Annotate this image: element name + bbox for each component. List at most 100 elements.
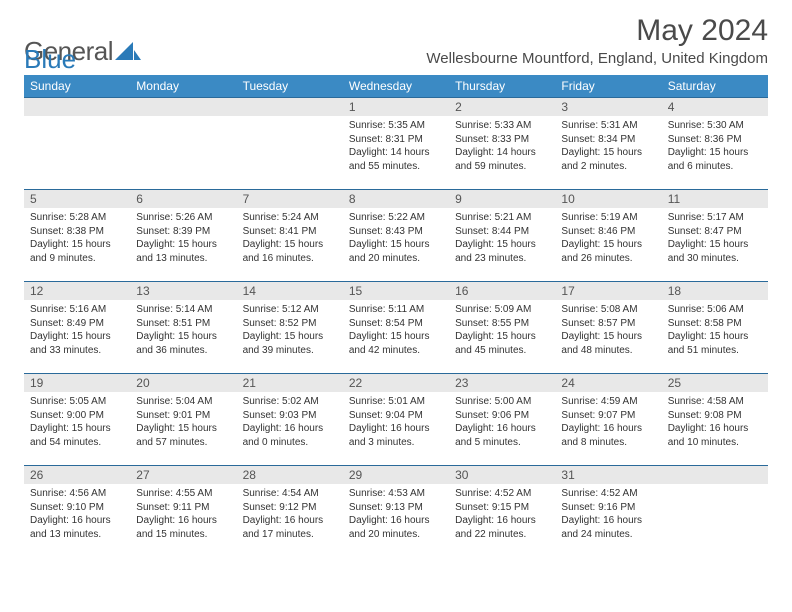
calendar-day-cell: 10Sunrise: 5:19 AMSunset: 8:46 PMDayligh…	[555, 190, 661, 282]
day-details	[130, 116, 236, 123]
calendar-day-cell: 9Sunrise: 5:21 AMSunset: 8:44 PMDaylight…	[449, 190, 555, 282]
day-number	[237, 98, 343, 116]
day-details: Sunrise: 5:35 AMSunset: 8:31 PMDaylight:…	[343, 116, 449, 177]
calendar-week-row: 19Sunrise: 5:05 AMSunset: 9:00 PMDayligh…	[24, 374, 768, 466]
calendar-day-cell: 24Sunrise: 4:59 AMSunset: 9:07 PMDayligh…	[555, 374, 661, 466]
day-number: 31	[555, 466, 661, 484]
day-details: Sunrise: 5:09 AMSunset: 8:55 PMDaylight:…	[449, 300, 555, 361]
day-details: Sunrise: 5:30 AMSunset: 8:36 PMDaylight:…	[662, 116, 768, 177]
day-details: Sunrise: 5:11 AMSunset: 8:54 PMDaylight:…	[343, 300, 449, 361]
weekday-header: Monday	[130, 75, 236, 98]
calendar-day-cell: 26Sunrise: 4:56 AMSunset: 9:10 PMDayligh…	[24, 466, 130, 558]
header: General May 2024 Wellesbourne Mountford,…	[24, 14, 768, 67]
day-number: 19	[24, 374, 130, 392]
day-details: Sunrise: 4:54 AMSunset: 9:12 PMDaylight:…	[237, 484, 343, 545]
day-details: Sunrise: 5:00 AMSunset: 9:06 PMDaylight:…	[449, 392, 555, 453]
logo-text-b: Blue	[24, 44, 76, 75]
day-number: 9	[449, 190, 555, 208]
calendar-day-cell: 17Sunrise: 5:08 AMSunset: 8:57 PMDayligh…	[555, 282, 661, 374]
day-details: Sunrise: 4:52 AMSunset: 9:15 PMDaylight:…	[449, 484, 555, 545]
calendar-day-cell: 22Sunrise: 5:01 AMSunset: 9:04 PMDayligh…	[343, 374, 449, 466]
day-number: 13	[130, 282, 236, 300]
day-number	[130, 98, 236, 116]
day-details: Sunrise: 5:24 AMSunset: 8:41 PMDaylight:…	[237, 208, 343, 269]
weekday-header: Tuesday	[237, 75, 343, 98]
day-details: Sunrise: 5:21 AMSunset: 8:44 PMDaylight:…	[449, 208, 555, 269]
weekday-header: Thursday	[449, 75, 555, 98]
calendar-head: SundayMondayTuesdayWednesdayThursdayFrid…	[24, 75, 768, 98]
calendar-day-cell	[24, 98, 130, 190]
calendar-day-cell: 28Sunrise: 4:54 AMSunset: 9:12 PMDayligh…	[237, 466, 343, 558]
day-number: 14	[237, 282, 343, 300]
calendar-day-cell: 16Sunrise: 5:09 AMSunset: 8:55 PMDayligh…	[449, 282, 555, 374]
day-details: Sunrise: 5:14 AMSunset: 8:51 PMDaylight:…	[130, 300, 236, 361]
title-block: May 2024 Wellesbourne Mountford, England…	[426, 14, 768, 67]
calendar-day-cell: 5Sunrise: 5:28 AMSunset: 8:38 PMDaylight…	[24, 190, 130, 282]
day-details: Sunrise: 5:05 AMSunset: 9:00 PMDaylight:…	[24, 392, 130, 453]
calendar-day-cell: 2Sunrise: 5:33 AMSunset: 8:33 PMDaylight…	[449, 98, 555, 190]
day-number: 4	[662, 98, 768, 116]
calendar-week-row: 26Sunrise: 4:56 AMSunset: 9:10 PMDayligh…	[24, 466, 768, 558]
day-details: Sunrise: 5:26 AMSunset: 8:39 PMDaylight:…	[130, 208, 236, 269]
day-number: 22	[343, 374, 449, 392]
day-number: 5	[24, 190, 130, 208]
weekday-header: Sunday	[24, 75, 130, 98]
day-number	[662, 466, 768, 484]
day-number: 25	[662, 374, 768, 392]
month-title: May 2024	[426, 14, 768, 48]
day-details: Sunrise: 5:17 AMSunset: 8:47 PMDaylight:…	[662, 208, 768, 269]
day-number: 12	[24, 282, 130, 300]
day-details: Sunrise: 4:56 AMSunset: 9:10 PMDaylight:…	[24, 484, 130, 545]
weekday-header: Wednesday	[343, 75, 449, 98]
day-number	[24, 98, 130, 116]
day-details: Sunrise: 4:53 AMSunset: 9:13 PMDaylight:…	[343, 484, 449, 545]
day-number: 11	[662, 190, 768, 208]
weekday-header: Saturday	[662, 75, 768, 98]
calendar-day-cell: 25Sunrise: 4:58 AMSunset: 9:08 PMDayligh…	[662, 374, 768, 466]
calendar-day-cell: 31Sunrise: 4:52 AMSunset: 9:16 PMDayligh…	[555, 466, 661, 558]
day-details: Sunrise: 5:12 AMSunset: 8:52 PMDaylight:…	[237, 300, 343, 361]
day-number: 10	[555, 190, 661, 208]
day-number: 21	[237, 374, 343, 392]
day-number: 28	[237, 466, 343, 484]
calendar-day-cell: 3Sunrise: 5:31 AMSunset: 8:34 PMDaylight…	[555, 98, 661, 190]
calendar-day-cell: 30Sunrise: 4:52 AMSunset: 9:15 PMDayligh…	[449, 466, 555, 558]
day-details: Sunrise: 4:59 AMSunset: 9:07 PMDaylight:…	[555, 392, 661, 453]
calendar-day-cell: 1Sunrise: 5:35 AMSunset: 8:31 PMDaylight…	[343, 98, 449, 190]
day-number: 2	[449, 98, 555, 116]
calendar-day-cell: 14Sunrise: 5:12 AMSunset: 8:52 PMDayligh…	[237, 282, 343, 374]
day-details: Sunrise: 5:31 AMSunset: 8:34 PMDaylight:…	[555, 116, 661, 177]
calendar-day-cell: 20Sunrise: 5:04 AMSunset: 9:01 PMDayligh…	[130, 374, 236, 466]
day-details: Sunrise: 5:16 AMSunset: 8:49 PMDaylight:…	[24, 300, 130, 361]
day-number: 18	[662, 282, 768, 300]
day-number: 8	[343, 190, 449, 208]
day-details: Sunrise: 5:01 AMSunset: 9:04 PMDaylight:…	[343, 392, 449, 453]
day-details: Sunrise: 4:55 AMSunset: 9:11 PMDaylight:…	[130, 484, 236, 545]
day-number: 20	[130, 374, 236, 392]
day-number: 6	[130, 190, 236, 208]
day-number: 27	[130, 466, 236, 484]
calendar-week-row: 5Sunrise: 5:28 AMSunset: 8:38 PMDaylight…	[24, 190, 768, 282]
calendar-week-row: 1Sunrise: 5:35 AMSunset: 8:31 PMDaylight…	[24, 98, 768, 190]
calendar-day-cell: 6Sunrise: 5:26 AMSunset: 8:39 PMDaylight…	[130, 190, 236, 282]
calendar-day-cell: 13Sunrise: 5:14 AMSunset: 8:51 PMDayligh…	[130, 282, 236, 374]
logo-sail-icon	[115, 42, 141, 62]
day-details	[662, 484, 768, 491]
calendar-body: 1Sunrise: 5:35 AMSunset: 8:31 PMDaylight…	[24, 98, 768, 558]
day-number: 15	[343, 282, 449, 300]
calendar-day-cell: 27Sunrise: 4:55 AMSunset: 9:11 PMDayligh…	[130, 466, 236, 558]
calendar-day-cell: 8Sunrise: 5:22 AMSunset: 8:43 PMDaylight…	[343, 190, 449, 282]
calendar-day-cell: 19Sunrise: 5:05 AMSunset: 9:00 PMDayligh…	[24, 374, 130, 466]
day-number: 16	[449, 282, 555, 300]
calendar-day-cell: 23Sunrise: 5:00 AMSunset: 9:06 PMDayligh…	[449, 374, 555, 466]
calendar-day-cell: 11Sunrise: 5:17 AMSunset: 8:47 PMDayligh…	[662, 190, 768, 282]
calendar-table: SundayMondayTuesdayWednesdayThursdayFrid…	[24, 75, 768, 558]
day-number: 29	[343, 466, 449, 484]
day-details: Sunrise: 5:04 AMSunset: 9:01 PMDaylight:…	[130, 392, 236, 453]
weekday-header: Friday	[555, 75, 661, 98]
day-details: Sunrise: 5:28 AMSunset: 8:38 PMDaylight:…	[24, 208, 130, 269]
day-number: 23	[449, 374, 555, 392]
day-number: 30	[449, 466, 555, 484]
location: Wellesbourne Mountford, England, United …	[426, 50, 768, 67]
day-details: Sunrise: 5:06 AMSunset: 8:58 PMDaylight:…	[662, 300, 768, 361]
